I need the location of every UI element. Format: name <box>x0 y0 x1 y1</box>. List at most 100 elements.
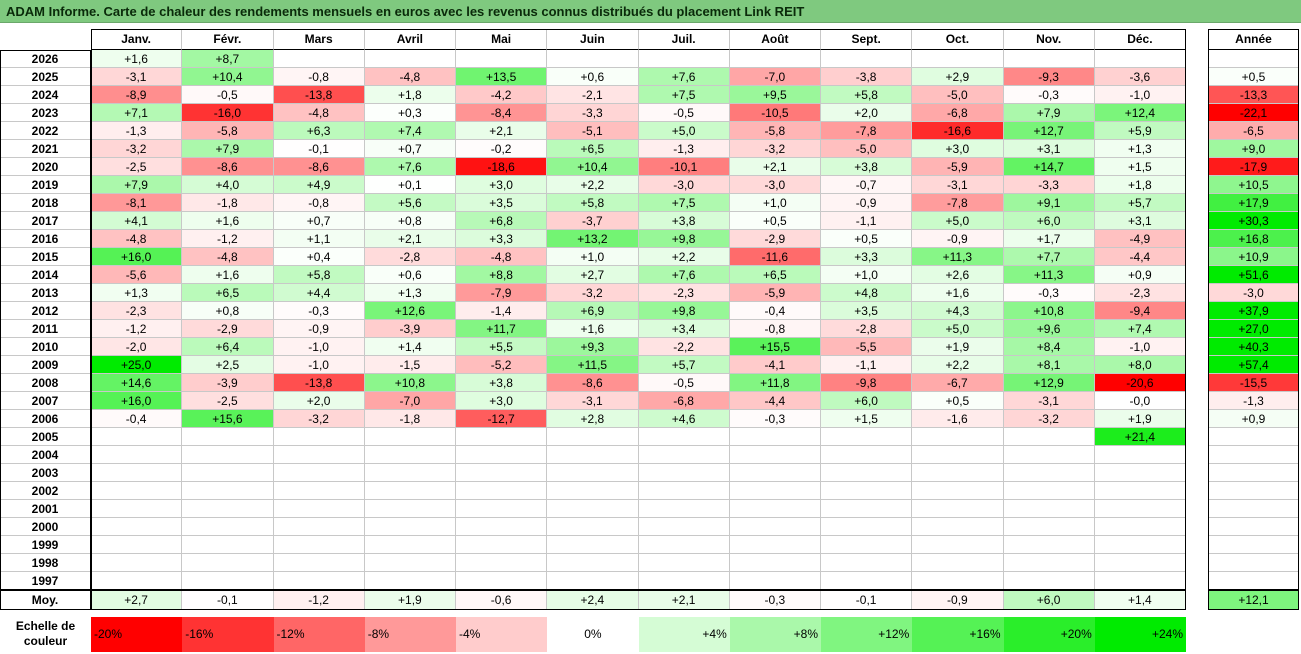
heatmap-cell <box>547 446 639 464</box>
annual-average-cell: +12,1 <box>1208 590 1299 610</box>
heatmap-cell: -2,8 <box>821 320 913 338</box>
heatmap-cell: +12,4 <box>1094 104 1186 122</box>
heatmap-cell <box>91 500 183 518</box>
average-cell: +2,4 <box>547 590 639 610</box>
heatmap-cell: -3,3 <box>1003 176 1095 194</box>
heatmap-cell <box>364 482 456 500</box>
heatmap-cell: -8,4 <box>456 104 548 122</box>
heatmap-cell <box>912 50 1004 68</box>
heatmap-cell <box>364 554 456 572</box>
legend-swatch: +12% <box>821 617 913 652</box>
heatmap-cell: +2,8 <box>547 410 639 428</box>
heatmap-cell <box>638 572 730 590</box>
heatmap-cell: +7,7 <box>1003 248 1095 266</box>
annual-cell: +27,0 <box>1208 320 1299 338</box>
heatmap-cell <box>182 482 274 500</box>
heatmap-cell: +1,3 <box>364 284 456 302</box>
heatmap-cell: +1,6 <box>912 284 1004 302</box>
heatmap-cell: +8,7 <box>182 50 274 68</box>
heatmap-cell: -4,8 <box>456 248 548 266</box>
heatmap-cell <box>456 446 548 464</box>
heatmap-cell <box>273 446 365 464</box>
heatmap-cell: -0,8 <box>273 68 365 86</box>
heatmap-cell: +3,3 <box>456 230 548 248</box>
heatmap-cell: -1,0 <box>1094 338 1186 356</box>
heatmap-cell: -2,1 <box>547 86 639 104</box>
heatmap-cell: -9,3 <box>1003 68 1095 86</box>
heatmap-cell: -2,5 <box>91 158 183 176</box>
heatmap-cell <box>1094 464 1186 482</box>
heatmap-cell <box>182 428 274 446</box>
legend-swatch: +8% <box>729 617 821 652</box>
heatmap-cell: -3,2 <box>1003 410 1095 428</box>
heatmap-cell: +8,4 <box>1003 338 1095 356</box>
heatmap-cell <box>912 518 1004 536</box>
annual-cell: -17,9 <box>1208 158 1299 176</box>
year-label: 2019 <box>0 176 91 194</box>
heatmap-cell: -5,1 <box>547 122 639 140</box>
year-label: 2000 <box>0 518 91 536</box>
heatmap-cell: +5,6 <box>364 194 456 212</box>
heatmap-cell: +21,4 <box>1094 428 1186 446</box>
heatmap-cell <box>364 518 456 536</box>
heatmap-cell: -3,2 <box>729 140 821 158</box>
average-cell: +1,4 <box>1094 590 1186 610</box>
heatmap-cell: +3,0 <box>912 140 1004 158</box>
heatmap-cell <box>364 428 456 446</box>
heatmap-cell <box>638 518 730 536</box>
year-label: 2011 <box>0 320 91 338</box>
year-column-header: Année <box>1208 29 1299 50</box>
heatmap-cell <box>912 482 1004 500</box>
heatmap-cell: -2,2 <box>638 338 730 356</box>
legend-title-line-2: couleur <box>23 634 68 648</box>
heatmap-cell: +0,6 <box>364 266 456 284</box>
month-header: Mars <box>273 29 365 50</box>
heatmap-cell: -18,6 <box>456 158 548 176</box>
legend-swatch: +16% <box>912 617 1004 652</box>
heatmap-cell: -10,5 <box>729 104 821 122</box>
heatmap-cell <box>91 464 183 482</box>
heatmap-cell <box>638 464 730 482</box>
average-cell: +6,0 <box>1003 590 1095 610</box>
heatmap-cell: +3,8 <box>456 374 548 392</box>
heatmap-cell: -12,7 <box>456 410 548 428</box>
heatmap-cell: -0,5 <box>638 104 730 122</box>
heatmap-cell <box>821 50 913 68</box>
heatmap-cell <box>547 464 639 482</box>
average-cell: -0,3 <box>729 590 821 610</box>
heatmap-cell: +1,6 <box>182 212 274 230</box>
heatmap-cell <box>729 500 821 518</box>
month-header: Avril <box>364 29 456 50</box>
heatmap-cell: -8,1 <box>91 194 183 212</box>
year-label: 2010 <box>0 338 91 356</box>
heatmap-cell: -1,8 <box>182 194 274 212</box>
heatmap-cell: -5,8 <box>182 122 274 140</box>
heatmap-cell <box>729 554 821 572</box>
heatmap-cell <box>638 536 730 554</box>
heatmap-cell <box>364 446 456 464</box>
heatmap-cell: +2,2 <box>912 356 1004 374</box>
heatmap-cell: +0,5 <box>729 212 821 230</box>
heatmap-cell <box>547 428 639 446</box>
heatmap-cell: +1,0 <box>547 248 639 266</box>
heatmap-cell: -1,6 <box>912 410 1004 428</box>
heatmap-cell: -1,0 <box>273 338 365 356</box>
average-label: Moy. <box>0 590 91 610</box>
heatmap-cell: -2,5 <box>182 392 274 410</box>
heatmap-cell <box>456 554 548 572</box>
heatmap-cell: +14,6 <box>91 374 183 392</box>
heatmap-cell <box>1094 482 1186 500</box>
heatmap-cell <box>1003 572 1095 590</box>
heatmap-cell <box>91 536 183 554</box>
heatmap-cell <box>729 446 821 464</box>
heatmap-cell <box>182 554 274 572</box>
heatmap-cell: +1,4 <box>364 338 456 356</box>
heatmap-cell: +11,8 <box>729 374 821 392</box>
heatmap-cell: +7,1 <box>91 104 183 122</box>
heatmap-cell: -2,3 <box>638 284 730 302</box>
heatmap-cell <box>364 572 456 590</box>
heatmap-cell <box>547 572 639 590</box>
heatmap-cell <box>1003 518 1095 536</box>
legend-swatch: -4% <box>456 617 548 652</box>
heatmap-cell: -1,2 <box>182 230 274 248</box>
